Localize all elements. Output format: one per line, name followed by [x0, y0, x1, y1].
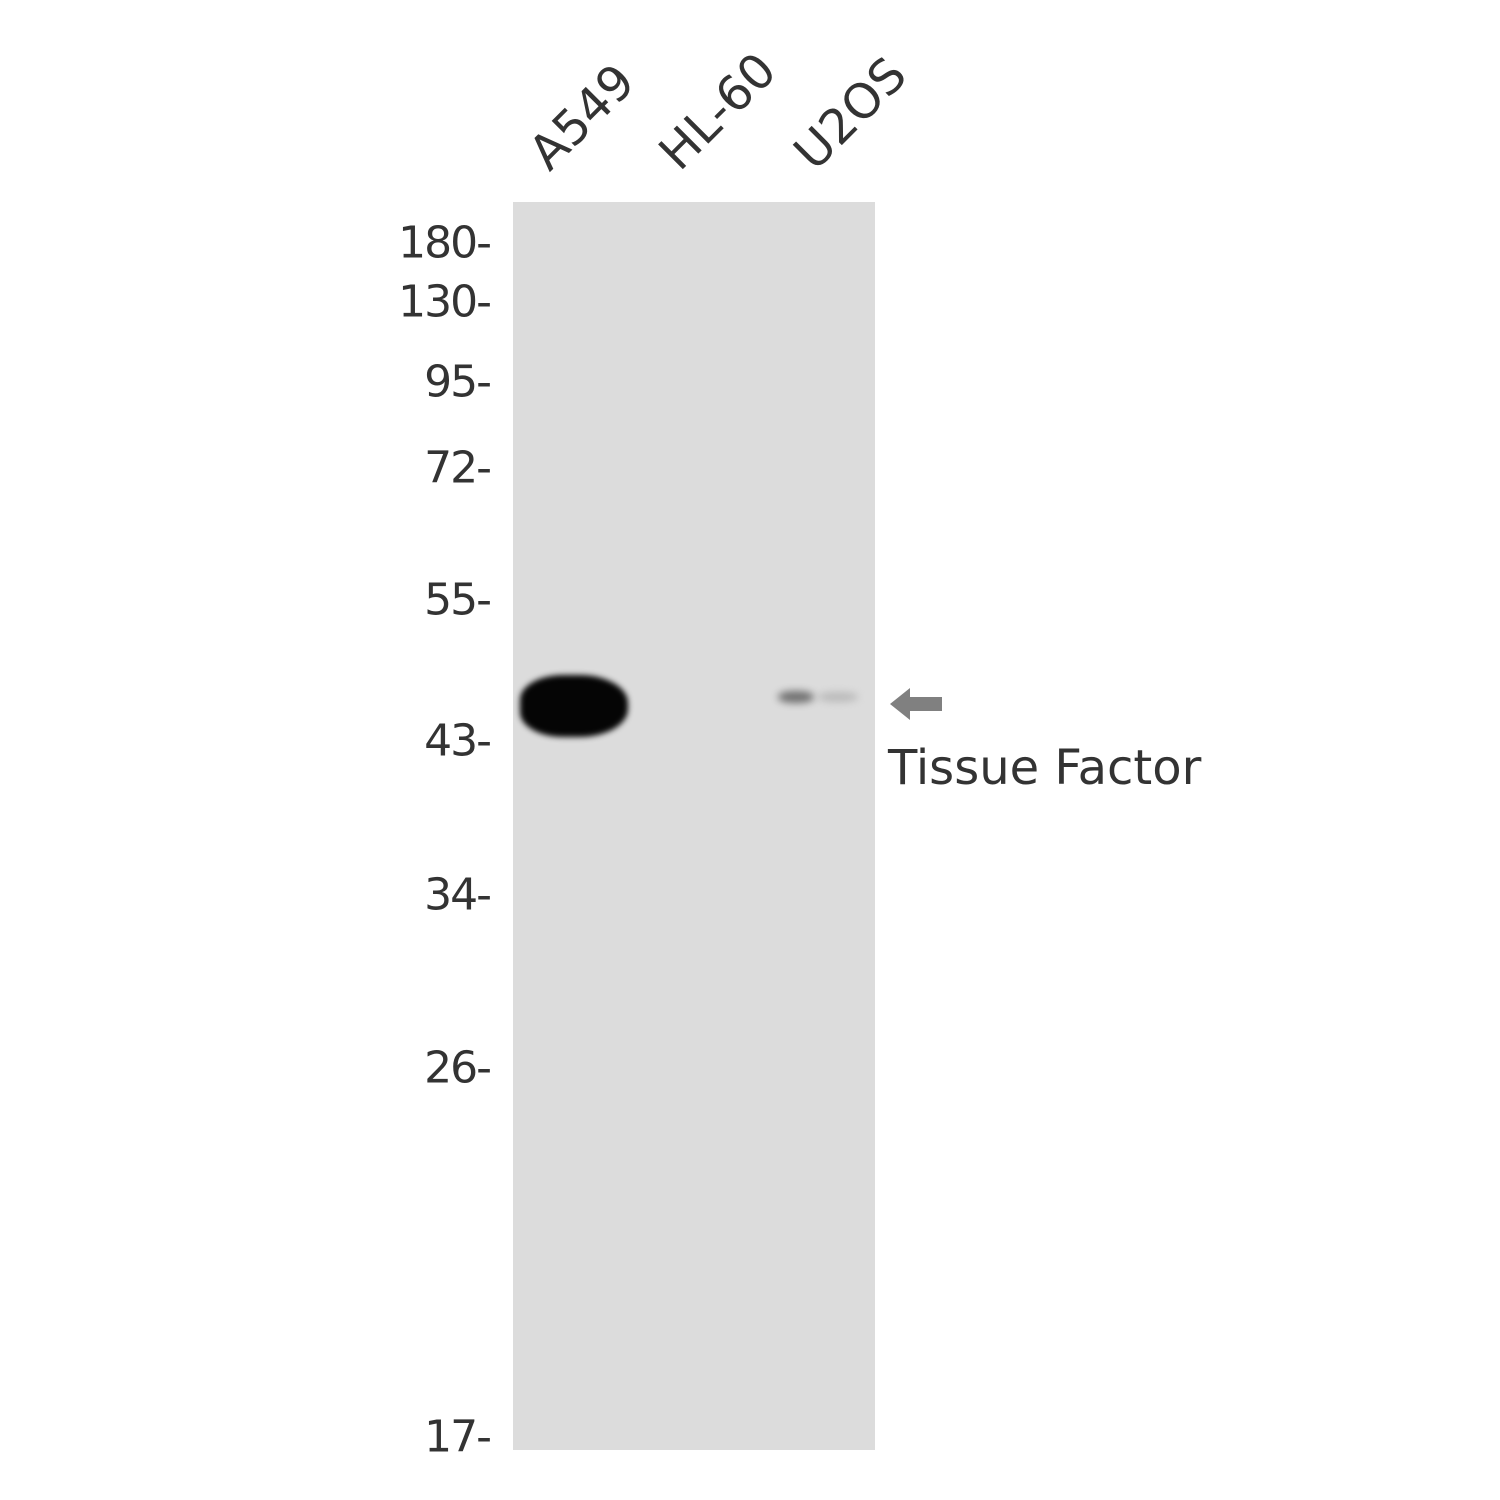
marker-43: 43-	[424, 715, 492, 767]
band-u2os	[778, 691, 814, 703]
marker-34: 34-	[424, 869, 492, 921]
marker-26: 26-	[424, 1042, 492, 1094]
target-protein-label: Tissue Factor	[888, 740, 1202, 796]
lane-label-u2os: U2OS	[783, 46, 918, 181]
marker-95: 95-	[424, 356, 492, 408]
lane-label-a549: A549	[518, 53, 647, 181]
marker-17: 17-	[424, 1411, 492, 1463]
band-u2os-faint	[818, 692, 858, 702]
marker-72: 72-	[424, 442, 492, 494]
blot-membrane	[513, 202, 875, 1450]
arrow-left-icon	[890, 688, 942, 720]
lane-label-hl60: HL-60	[648, 42, 788, 181]
marker-130: 130-	[398, 276, 492, 328]
marker-180: 180-	[398, 217, 492, 269]
band-a549	[520, 675, 628, 737]
marker-55: 55-	[424, 574, 492, 626]
